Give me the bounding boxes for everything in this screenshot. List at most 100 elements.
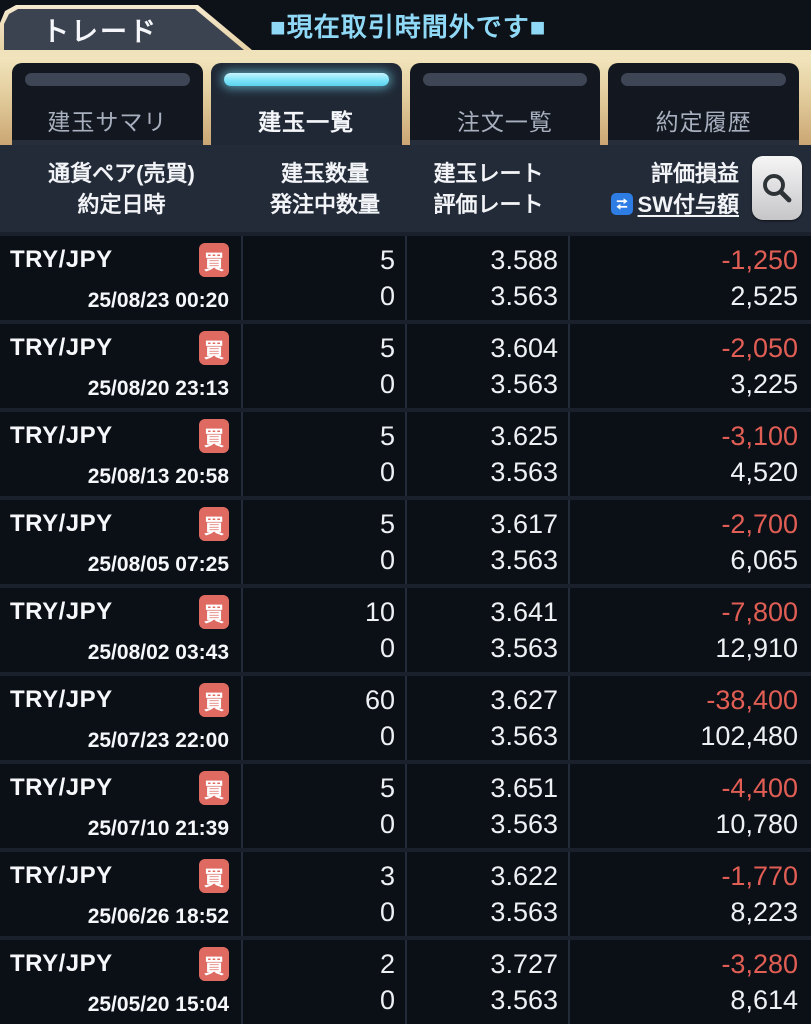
eval-rate: 3.563 [490,633,558,663]
eval-rate: 3.563 [490,457,558,487]
cell-rates: 3.622 3.563 [407,852,570,936]
cell-pl-swap: -2,700 6,065 [570,500,811,584]
position-row[interactable]: TRY/JPY 買 25/08/02 03:43 10 0 3.641 3.56… [0,584,811,672]
swap-amount: 12,910 [715,633,798,663]
currency-pair: TRY/JPY [10,862,113,889]
swap-amount: 4,520 [730,457,798,487]
cell-pair-datetime: TRY/JPY 買 25/05/20 15:04 [0,940,243,1024]
currency-pair: TRY/JPY [10,510,113,537]
header-swap-label[interactable]: SW付与額 [637,191,739,217]
position-row[interactable]: TRY/JPY 買 25/08/05 07:25 5 0 3.617 3.563… [0,496,811,584]
cell-rates: 3.588 3.563 [407,236,570,320]
cell-pair-datetime: TRY/JPY 買 25/06/26 18:52 [0,852,243,936]
position-quantity: 2 [379,949,395,979]
buy-side-badge: 買 [199,595,229,629]
cell-pair-datetime: TRY/JPY 買 25/08/05 07:25 [0,500,243,584]
trade-datetime: 25/07/10 21:39 [87,817,229,840]
pending-quantity: 0 [379,897,395,927]
column-header-quantity: 建玉数量 発注中数量 [243,145,407,232]
currency-pair: TRY/JPY [10,686,113,713]
pending-quantity: 0 [379,457,395,487]
position-quantity: 5 [379,773,395,803]
pending-quantity: 0 [379,809,395,839]
open-rate: 3.622 [490,861,558,891]
unrealized-pl: -7,800 [721,597,798,627]
tab-indicator [621,73,786,86]
position-row[interactable]: TRY/JPY 買 25/08/23 00:20 5 0 3.588 3.563… [0,232,811,320]
cell-pair-datetime: TRY/JPY 買 25/07/10 21:39 [0,764,243,848]
page-title: トレード [42,17,158,47]
open-rate: 3.651 [490,773,558,803]
positions-list: TRY/JPY 買 25/08/23 00:20 5 0 3.588 3.563… [0,232,811,1024]
swap-amount: 6,065 [730,545,798,575]
search-button[interactable] [752,156,802,220]
currency-pair: TRY/JPY [10,950,113,977]
tab-order-list[interactable]: 注文一覧 [409,63,601,145]
trade-datetime: 25/08/13 20:58 [87,465,229,488]
tab-position-list[interactable]: 建玉一覧 [210,63,402,145]
currency-pair: TRY/JPY [10,334,113,361]
pending-quantity: 0 [379,721,395,751]
cell-quantities: 10 0 [243,588,407,672]
header-pending-qty-label: 発注中数量 [269,191,380,217]
cell-rates: 3.641 3.563 [407,588,570,672]
position-row[interactable]: TRY/JPY 買 25/08/20 23:13 5 0 3.604 3.563… [0,320,811,408]
cell-pl-swap: -38,400 102,480 [570,676,811,760]
cell-pl-swap: -1,250 2,525 [570,236,811,320]
market-closed-notice: ■現在取引時間外です■ [270,11,547,42]
unrealized-pl: -4,400 [721,773,798,803]
position-row[interactable]: TRY/JPY 買 25/05/20 15:04 2 0 3.727 3.563… [0,936,811,1024]
position-quantity: 5 [379,509,395,539]
tab-position-summary[interactable]: 建玉サマリ [12,63,203,145]
tab-indicator [422,73,588,86]
unrealized-pl: -3,280 [721,949,798,979]
cell-pl-swap: -3,280 8,614 [570,940,811,1024]
cell-quantities: 5 0 [243,764,407,848]
open-rate: 3.617 [490,509,558,539]
cell-pl-swap: -3,100 4,520 [570,412,811,496]
tab-label: 約定履歴 [655,109,752,135]
cell-quantities: 5 0 [243,236,407,320]
pending-quantity: 0 [379,633,395,663]
position-row[interactable]: TRY/JPY 買 25/07/10 21:39 5 0 3.651 3.563… [0,760,811,848]
trade-datetime: 25/05/20 15:04 [87,993,229,1016]
cell-quantities: 5 0 [243,324,407,408]
unrealized-pl: -1,250 [721,245,798,275]
cell-rates: 3.727 3.563 [407,940,570,1024]
header-datetime-label: 約定日時 [77,191,166,217]
eval-rate: 3.563 [490,897,558,927]
swap-amount: 102,480 [700,721,798,751]
eval-rate: 3.563 [490,369,558,399]
eval-rate: 3.563 [490,809,558,839]
position-quantity: 60 [364,685,395,715]
buy-side-badge: 買 [199,243,229,277]
cell-pair-datetime: TRY/JPY 買 25/08/23 00:20 [0,236,243,320]
cell-pl-swap: -7,800 12,910 [570,588,811,672]
search-icon [763,174,792,203]
tab-bar: 建玉サマリ 建玉一覧 注文一覧 約定履歴 [0,57,811,145]
cell-pl-swap: -2,050 3,225 [570,324,811,408]
pending-quantity: 0 [379,545,395,575]
buy-side-badge: 買 [199,507,229,541]
buy-side-badge: 買 [199,771,229,805]
swap-amount: 3,225 [730,369,798,399]
position-row[interactable]: TRY/JPY 買 25/06/26 18:52 3 0 3.622 3.563… [0,848,811,936]
tab-label: 注文一覧 [456,109,553,135]
pending-quantity: 0 [379,369,395,399]
tab-indicator-active [223,73,389,86]
cell-rates: 3.627 3.563 [407,676,570,760]
header-pair-label: 通貨ペア(売買) [48,160,195,186]
trade-datetime: 25/08/20 23:13 [87,377,229,400]
tab-execution-history[interactable]: 約定履歴 [608,63,799,145]
position-row[interactable]: TRY/JPY 買 25/07/23 22:00 60 0 3.627 3.56… [0,672,811,760]
position-row[interactable]: TRY/JPY 買 25/08/13 20:58 5 0 3.625 3.563… [0,408,811,496]
position-quantity: 10 [364,597,395,627]
cell-rates: 3.625 3.563 [407,412,570,496]
currency-pair: TRY/JPY [10,774,113,801]
cell-quantities: 60 0 [243,676,407,760]
header-open-rate-label: 建玉レート [433,160,544,186]
tab-label: 建玉サマリ [47,109,168,135]
cell-rates: 3.617 3.563 [407,500,570,584]
cell-pair-datetime: TRY/JPY 買 25/07/23 22:00 [0,676,243,760]
swap-arrows-icon[interactable] [610,193,633,215]
